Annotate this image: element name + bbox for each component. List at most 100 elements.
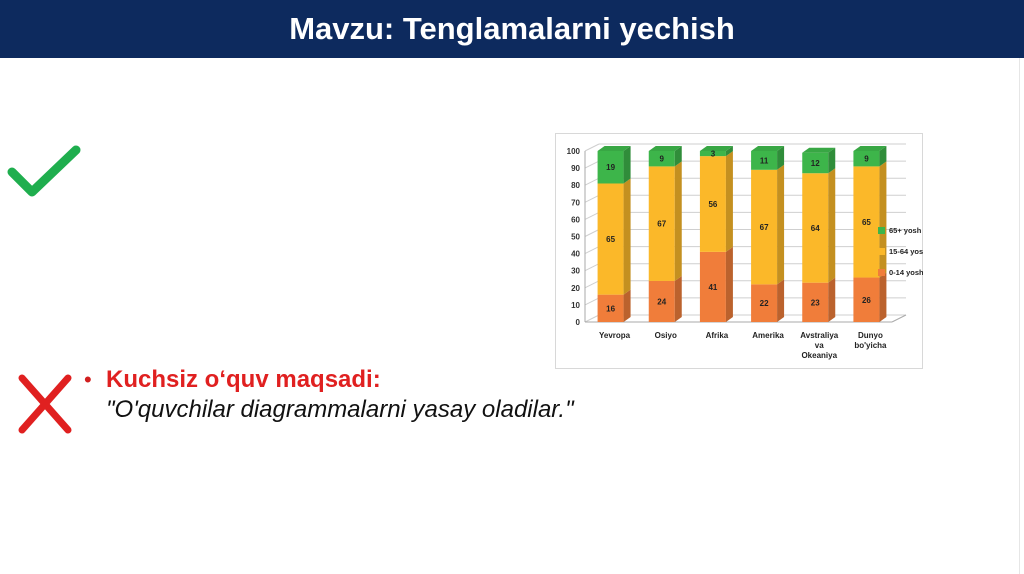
bar-segment-side — [828, 168, 836, 283]
y-tick-label: 90 — [571, 164, 580, 173]
bar-segment-side — [828, 277, 836, 322]
x-tick-label: Dunyo — [858, 331, 883, 340]
gridline-side — [584, 263, 600, 272]
y-tick-label: 70 — [571, 198, 580, 207]
bar-top — [597, 146, 631, 151]
bar-segment-side — [725, 151, 733, 252]
x-tick-label: bo'yicha — [854, 341, 887, 350]
y-tick-label: 50 — [571, 233, 580, 242]
data-label: 24 — [657, 297, 666, 306]
bar-segment — [648, 280, 675, 322]
x-tick-label: Avstraliya — [800, 331, 839, 340]
bar-segment-side — [674, 146, 682, 167]
x-tick-label: va — [815, 341, 824, 350]
check-icon — [7, 145, 81, 197]
bar-top — [853, 146, 887, 151]
x-tick-label: Amerika — [752, 331, 784, 340]
floor-edge — [891, 314, 907, 323]
y-tick-label: 60 — [571, 215, 580, 224]
y-tick-label: 10 — [571, 301, 580, 310]
bar-segment-side — [777, 164, 785, 285]
y-tick-label: 40 — [571, 250, 580, 259]
legend-swatch — [878, 269, 885, 276]
chart-svg: 0 10 20 30 40 50 60 70 80 90 100 16 65 19 Yevropa 24 67 9… — [555, 133, 928, 369]
data-label: 16 — [606, 304, 615, 313]
data-label: 67 — [760, 223, 769, 232]
bar-segment — [597, 183, 624, 295]
x-tick-label: Afrika — [706, 331, 729, 340]
y-tick-label: 80 — [571, 181, 580, 190]
gridline-side — [584, 143, 600, 152]
data-label: 65 — [862, 218, 871, 227]
y-tick-label: 0 — [576, 318, 581, 327]
data-label: 19 — [606, 163, 615, 172]
bar-segment — [648, 151, 675, 167]
bar-segment — [699, 151, 726, 157]
legend-label: 65+ yosh — [889, 226, 922, 235]
gridline-side — [584, 280, 600, 289]
page-edge-divider — [1019, 58, 1020, 574]
gridline-side — [584, 246, 600, 255]
bar-segment-side — [879, 272, 887, 322]
bar-segment — [802, 282, 829, 322]
bullet-dot: • — [84, 367, 92, 392]
gridline-side — [584, 229, 600, 237]
data-label: 56 — [708, 200, 717, 209]
gridline-side — [584, 160, 600, 169]
y-tick-label: 100 — [567, 147, 581, 156]
stacked-bar-chart: 0 10 20 30 40 50 60 70 80 90 100 16 65 19 Yevropa 24 67 9… — [555, 133, 928, 369]
gridline-side — [584, 194, 600, 203]
bar-segment-side — [623, 289, 631, 322]
bar-segment-side — [623, 178, 631, 295]
bar-segment — [853, 277, 880, 322]
legend-label: 0-14 yosh — [889, 268, 923, 277]
bar-segment-side — [777, 146, 785, 170]
data-label: 23 — [811, 298, 820, 307]
bar-segment-side — [674, 275, 682, 322]
bar-segment-side — [725, 246, 733, 322]
legend-swatch — [878, 227, 885, 234]
bar-segment — [802, 152, 829, 174]
gridline-side — [584, 297, 600, 306]
gridline-side — [584, 177, 600, 186]
bar-segment — [751, 151, 778, 170]
data-label: 26 — [862, 296, 871, 305]
x-tick-label: Yevropa — [599, 331, 631, 340]
gridline-side — [584, 314, 600, 323]
bar-segment — [648, 166, 675, 281]
data-label: 65 — [606, 235, 615, 244]
data-label: 9 — [660, 155, 665, 164]
gridline-side — [584, 211, 600, 220]
cross-icon — [18, 374, 72, 434]
title-bar: Mavzu: Tenglamalarni yechish — [0, 0, 1024, 58]
bar-segment-side — [879, 146, 887, 167]
bar-segment-side — [623, 146, 631, 184]
bar-segment — [853, 166, 880, 278]
weak-objective-bullet: • Kuchsiz o‘quv maqsadi: "O'quvchilar di… — [84, 366, 574, 426]
page-title: Mavzu: Tenglamalarni yechish — [289, 11, 735, 46]
bar-top — [751, 146, 785, 151]
data-label: 9 — [864, 155, 869, 164]
bullet-heading: Kuchsiz o‘quv maqsadi: — [106, 366, 381, 393]
bar-segment — [751, 284, 778, 322]
bar-segment-side — [725, 146, 733, 157]
bar-segment — [597, 151, 624, 184]
legend-swatch — [878, 248, 885, 255]
x-tick-label: Okeaniya — [801, 351, 837, 360]
y-tick-label: 30 — [571, 267, 580, 276]
x-tick-label: Osiyo — [655, 331, 677, 340]
bar-segment — [802, 173, 829, 283]
bar-segment-side — [674, 161, 682, 281]
data-label: 67 — [657, 220, 666, 229]
bar-segment — [597, 294, 624, 322]
bar-segment — [751, 169, 778, 285]
bar-segment — [853, 151, 880, 167]
bar-top — [699, 146, 733, 151]
y-tick-label: 20 — [571, 284, 580, 293]
data-label: 12 — [811, 159, 820, 168]
bullet-quote: "O'quvchilar diagrammalarni yasay oladil… — [106, 396, 574, 423]
bar-top — [802, 147, 836, 153]
data-label: 22 — [760, 299, 769, 308]
data-label: 3 — [711, 150, 716, 159]
bar-segment-side — [828, 147, 836, 174]
